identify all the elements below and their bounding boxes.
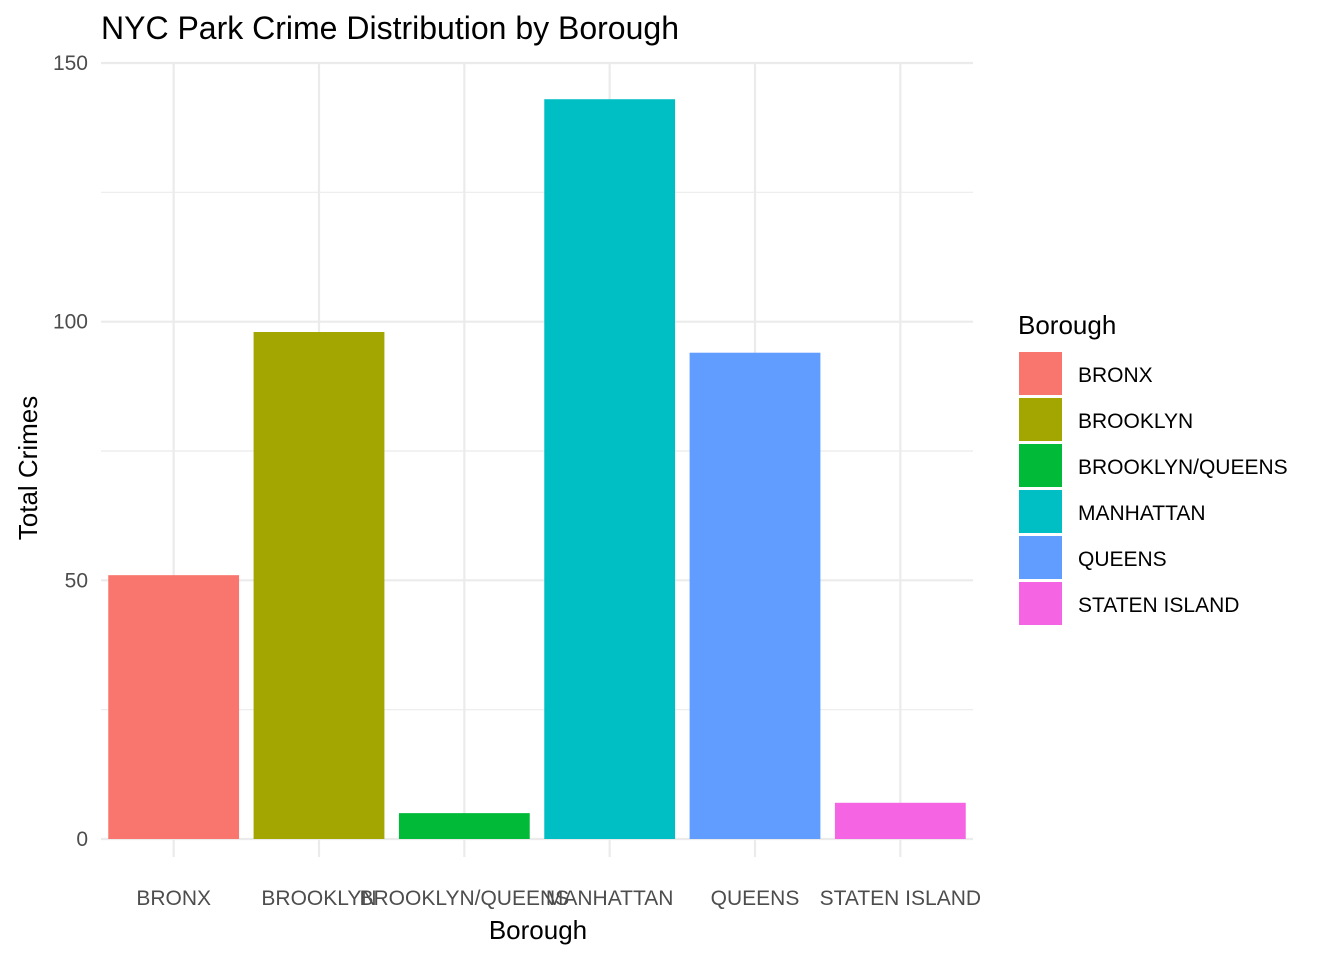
x-tick-label: QUEENS bbox=[711, 887, 800, 910]
x-tick-label: STATEN ISLAND bbox=[820, 887, 981, 910]
bar bbox=[398, 813, 530, 839]
bar bbox=[108, 575, 240, 839]
x-tick-label: BRONX bbox=[136, 887, 211, 910]
legend: Borough BRONX BROOKLYN BROOKLYN/QUEENS MANH… bbox=[1018, 310, 1288, 625]
bar bbox=[689, 352, 821, 839]
legend-title: Borough bbox=[1018, 310, 1116, 340]
legend-label: STATEN ISLAND bbox=[1078, 594, 1239, 617]
bar-layer bbox=[108, 99, 966, 840]
legend-label: BROOKLYN bbox=[1078, 410, 1193, 433]
y-tick-label: 0 bbox=[76, 828, 88, 851]
bar bbox=[834, 802, 966, 839]
y-tick-label: 100 bbox=[53, 311, 88, 334]
legend-swatch bbox=[1019, 352, 1062, 395]
legend-items: BRONX BROOKLYN BROOKLYN/QUEENS MANHATTAN QUE… bbox=[1019, 352, 1288, 625]
y-axis-title: Total Crimes bbox=[13, 396, 43, 540]
x-tick-label: BROOKLYN/QUEENS bbox=[359, 887, 569, 910]
legend-label: BROOKLYN/QUEENS bbox=[1078, 456, 1288, 479]
legend-swatch bbox=[1019, 398, 1062, 441]
legend-label: QUEENS bbox=[1078, 548, 1167, 571]
x-tick-label: MANHATTAN bbox=[546, 887, 674, 910]
axis-layer: 0 50 100 150 BRONX BROOKLYNBROOKLYN/QUEENSMAN… bbox=[53, 52, 981, 910]
legend-swatch bbox=[1019, 490, 1062, 533]
y-tick-label: 50 bbox=[65, 569, 88, 592]
legend-label: BRONX bbox=[1078, 364, 1153, 387]
bar bbox=[544, 99, 676, 840]
legend-swatch bbox=[1019, 536, 1062, 579]
legend-swatch bbox=[1019, 582, 1062, 625]
legend-swatch bbox=[1019, 444, 1062, 487]
y-tick-label: 150 bbox=[53, 52, 88, 75]
chart-title: NYC Park Crime Distribution by Borough bbox=[101, 10, 679, 46]
x-tick-label: BROOKLYN bbox=[261, 887, 376, 910]
bar bbox=[253, 332, 385, 839]
x-axis-title: Borough bbox=[489, 915, 587, 945]
legend-label: MANHATTAN bbox=[1078, 502, 1206, 525]
